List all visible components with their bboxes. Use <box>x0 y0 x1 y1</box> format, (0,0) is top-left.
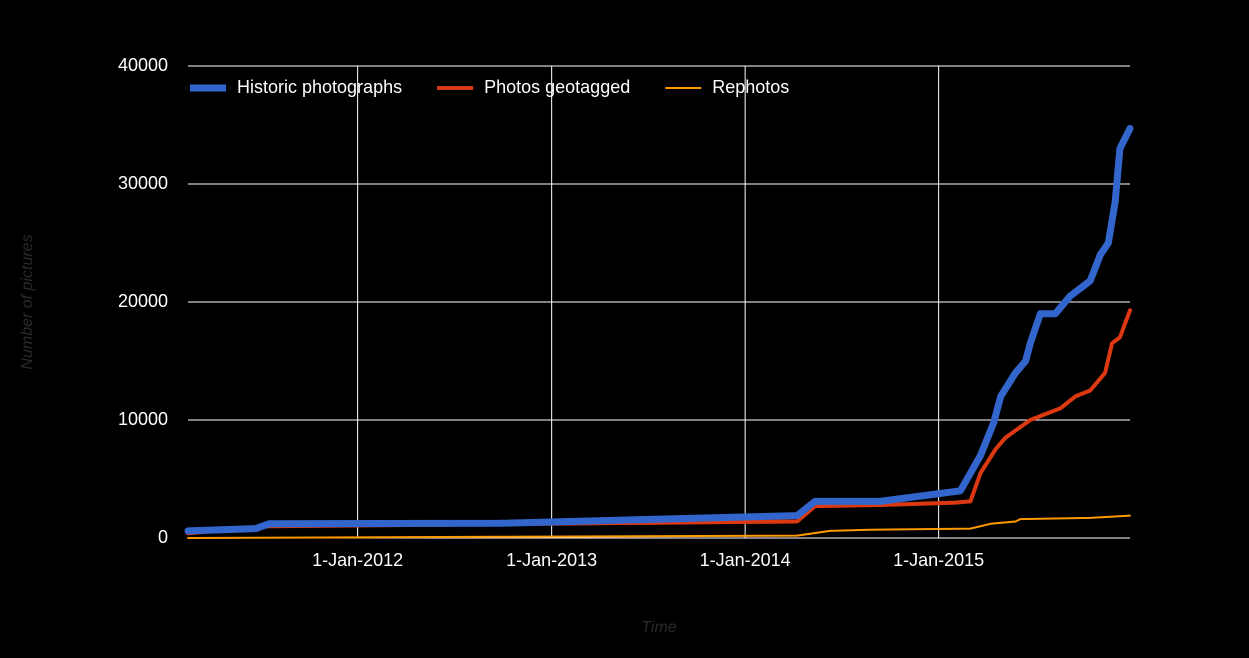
x-axis-title: Time <box>641 619 677 636</box>
legend-label: Photos geotagged <box>484 77 630 97</box>
x-tick-label: 1-Jan-2012 <box>312 550 403 570</box>
y-tick-label: 30000 <box>118 173 168 193</box>
x-tick-label: 1-Jan-2015 <box>893 550 984 570</box>
x-tick-label: 1-Jan-2013 <box>506 550 597 570</box>
legend-label: Rephotos <box>712 77 789 97</box>
y-tick-label: 40000 <box>118 55 168 75</box>
y-tick-label: 20000 <box>118 291 168 311</box>
y-tick-label: 10000 <box>118 409 168 429</box>
line-series <box>184 125 1134 535</box>
x-tick-label: 1-Jan-2014 <box>700 550 791 570</box>
line-series <box>186 308 1132 536</box>
line-series <box>187 514 1131 539</box>
y-axis-title: Number of pictures <box>19 234 36 369</box>
legend-label: Historic photographs <box>237 77 402 97</box>
y-tick-label: 0 <box>158 527 168 547</box>
